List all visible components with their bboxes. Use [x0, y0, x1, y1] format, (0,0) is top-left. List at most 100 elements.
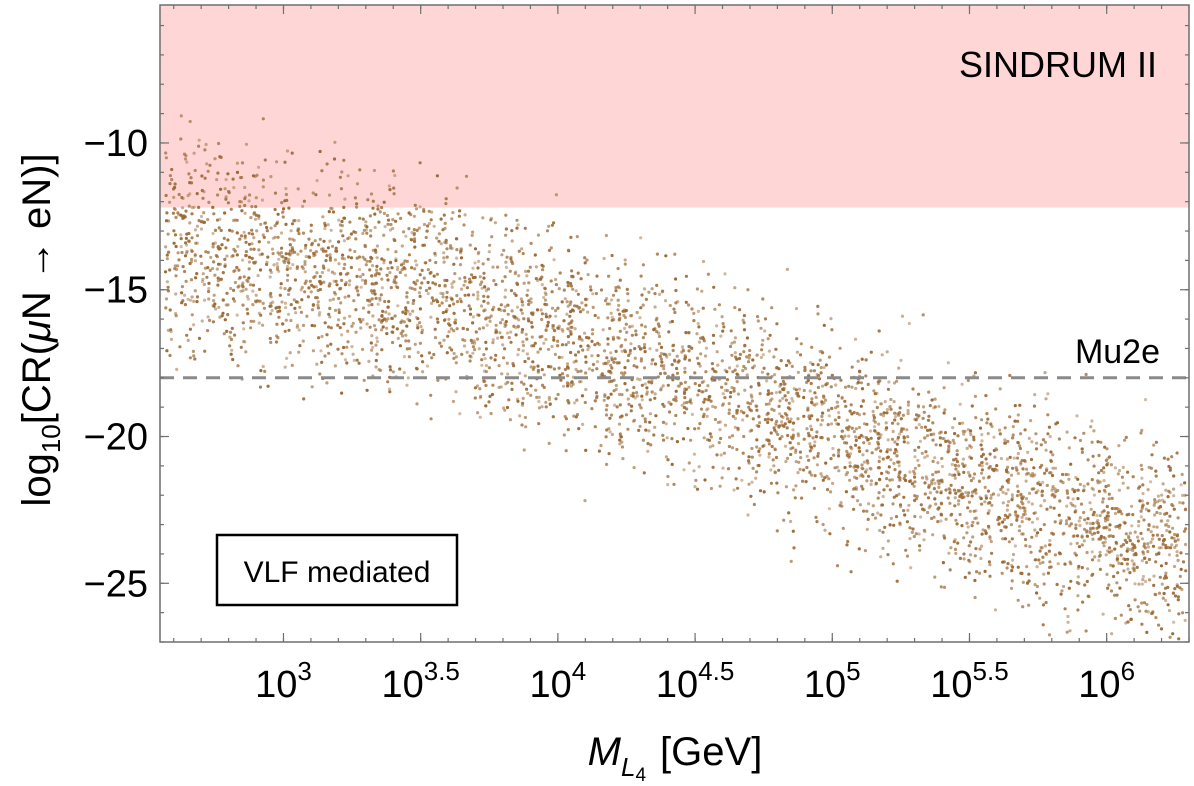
data-point [1033, 511, 1038, 515]
data-point [791, 529, 795, 533]
data-point [1088, 530, 1092, 535]
data-point [418, 307, 422, 311]
data-point [672, 422, 677, 426]
data-point [997, 522, 1001, 526]
data-point [569, 281, 573, 286]
data-point [254, 293, 258, 297]
data-point [353, 249, 357, 254]
data-point [1082, 489, 1086, 493]
data-point [947, 444, 951, 448]
data-point [932, 515, 936, 519]
data-point [708, 445, 712, 449]
data-point [1074, 508, 1078, 512]
data-point [750, 455, 754, 459]
data-point [279, 231, 284, 235]
data-point [937, 482, 941, 486]
data-point [898, 432, 902, 436]
data-point [1080, 566, 1084, 570]
data-point [646, 449, 650, 453]
data-point [547, 395, 552, 399]
data-point [319, 247, 324, 251]
data-point [165, 253, 169, 257]
data-point [943, 431, 948, 435]
data-point [639, 405, 643, 409]
data-point [282, 207, 286, 211]
data-point [881, 414, 886, 418]
data-point [1005, 566, 1009, 570]
data-point [650, 287, 654, 291]
data-point [1024, 544, 1028, 548]
data-point [952, 441, 956, 445]
data-point [385, 273, 389, 277]
data-point [1086, 567, 1090, 571]
data-point [200, 319, 204, 323]
data-point [471, 293, 475, 297]
data-point [953, 504, 957, 508]
data-point [861, 399, 865, 403]
data-point [803, 365, 807, 369]
data-point [1088, 501, 1092, 505]
data-point [966, 506, 970, 510]
data-point [1016, 471, 1020, 476]
data-point [1069, 462, 1073, 466]
data-point [288, 243, 292, 247]
data-point [1133, 582, 1137, 586]
data-point [812, 486, 817, 490]
data-point [277, 315, 281, 319]
data-point [623, 382, 627, 386]
data-point [1016, 598, 1020, 602]
data-point [633, 396, 637, 400]
data-point [639, 306, 643, 310]
data-point [432, 224, 436, 228]
data-point [387, 312, 391, 316]
data-point [895, 379, 899, 383]
data-point [1041, 480, 1045, 484]
data-point [1086, 458, 1090, 462]
data-point [706, 272, 711, 276]
data-point [780, 420, 784, 424]
data-point [1179, 567, 1183, 572]
data-point [1099, 537, 1103, 541]
data-point [791, 428, 795, 432]
data-point [430, 296, 434, 300]
data-point [581, 422, 585, 426]
data-point [441, 295, 445, 299]
data-point [346, 329, 350, 333]
data-point [394, 259, 398, 263]
data-point [1139, 531, 1143, 536]
data-point [422, 276, 426, 280]
data-point [893, 468, 897, 472]
data-point [809, 361, 813, 365]
data-point [933, 481, 937, 485]
data-point [1107, 455, 1112, 459]
data-point [824, 461, 828, 465]
data-point [240, 161, 245, 165]
data-point [638, 316, 642, 320]
data-point [1009, 523, 1014, 527]
data-point [955, 522, 959, 526]
data-point [1014, 510, 1018, 514]
data-point [1076, 608, 1080, 612]
data-point [907, 321, 911, 326]
data-point [892, 495, 896, 499]
data-point [1068, 629, 1072, 633]
data-point [977, 479, 982, 484]
data-point [1172, 507, 1176, 511]
data-point [822, 394, 826, 398]
data-point [363, 279, 368, 283]
data-point [928, 491, 933, 495]
data-point [1159, 627, 1164, 631]
data-point [1003, 438, 1007, 442]
data-point [554, 277, 558, 282]
data-point [731, 370, 735, 374]
data-point [1163, 574, 1168, 578]
data-point [752, 502, 757, 507]
data-point [658, 354, 662, 358]
data-point [569, 350, 573, 355]
data-point [565, 362, 570, 366]
data-point [816, 451, 820, 456]
data-point [565, 300, 569, 304]
data-point [509, 257, 513, 261]
data-point [770, 391, 774, 395]
data-point [872, 425, 877, 429]
